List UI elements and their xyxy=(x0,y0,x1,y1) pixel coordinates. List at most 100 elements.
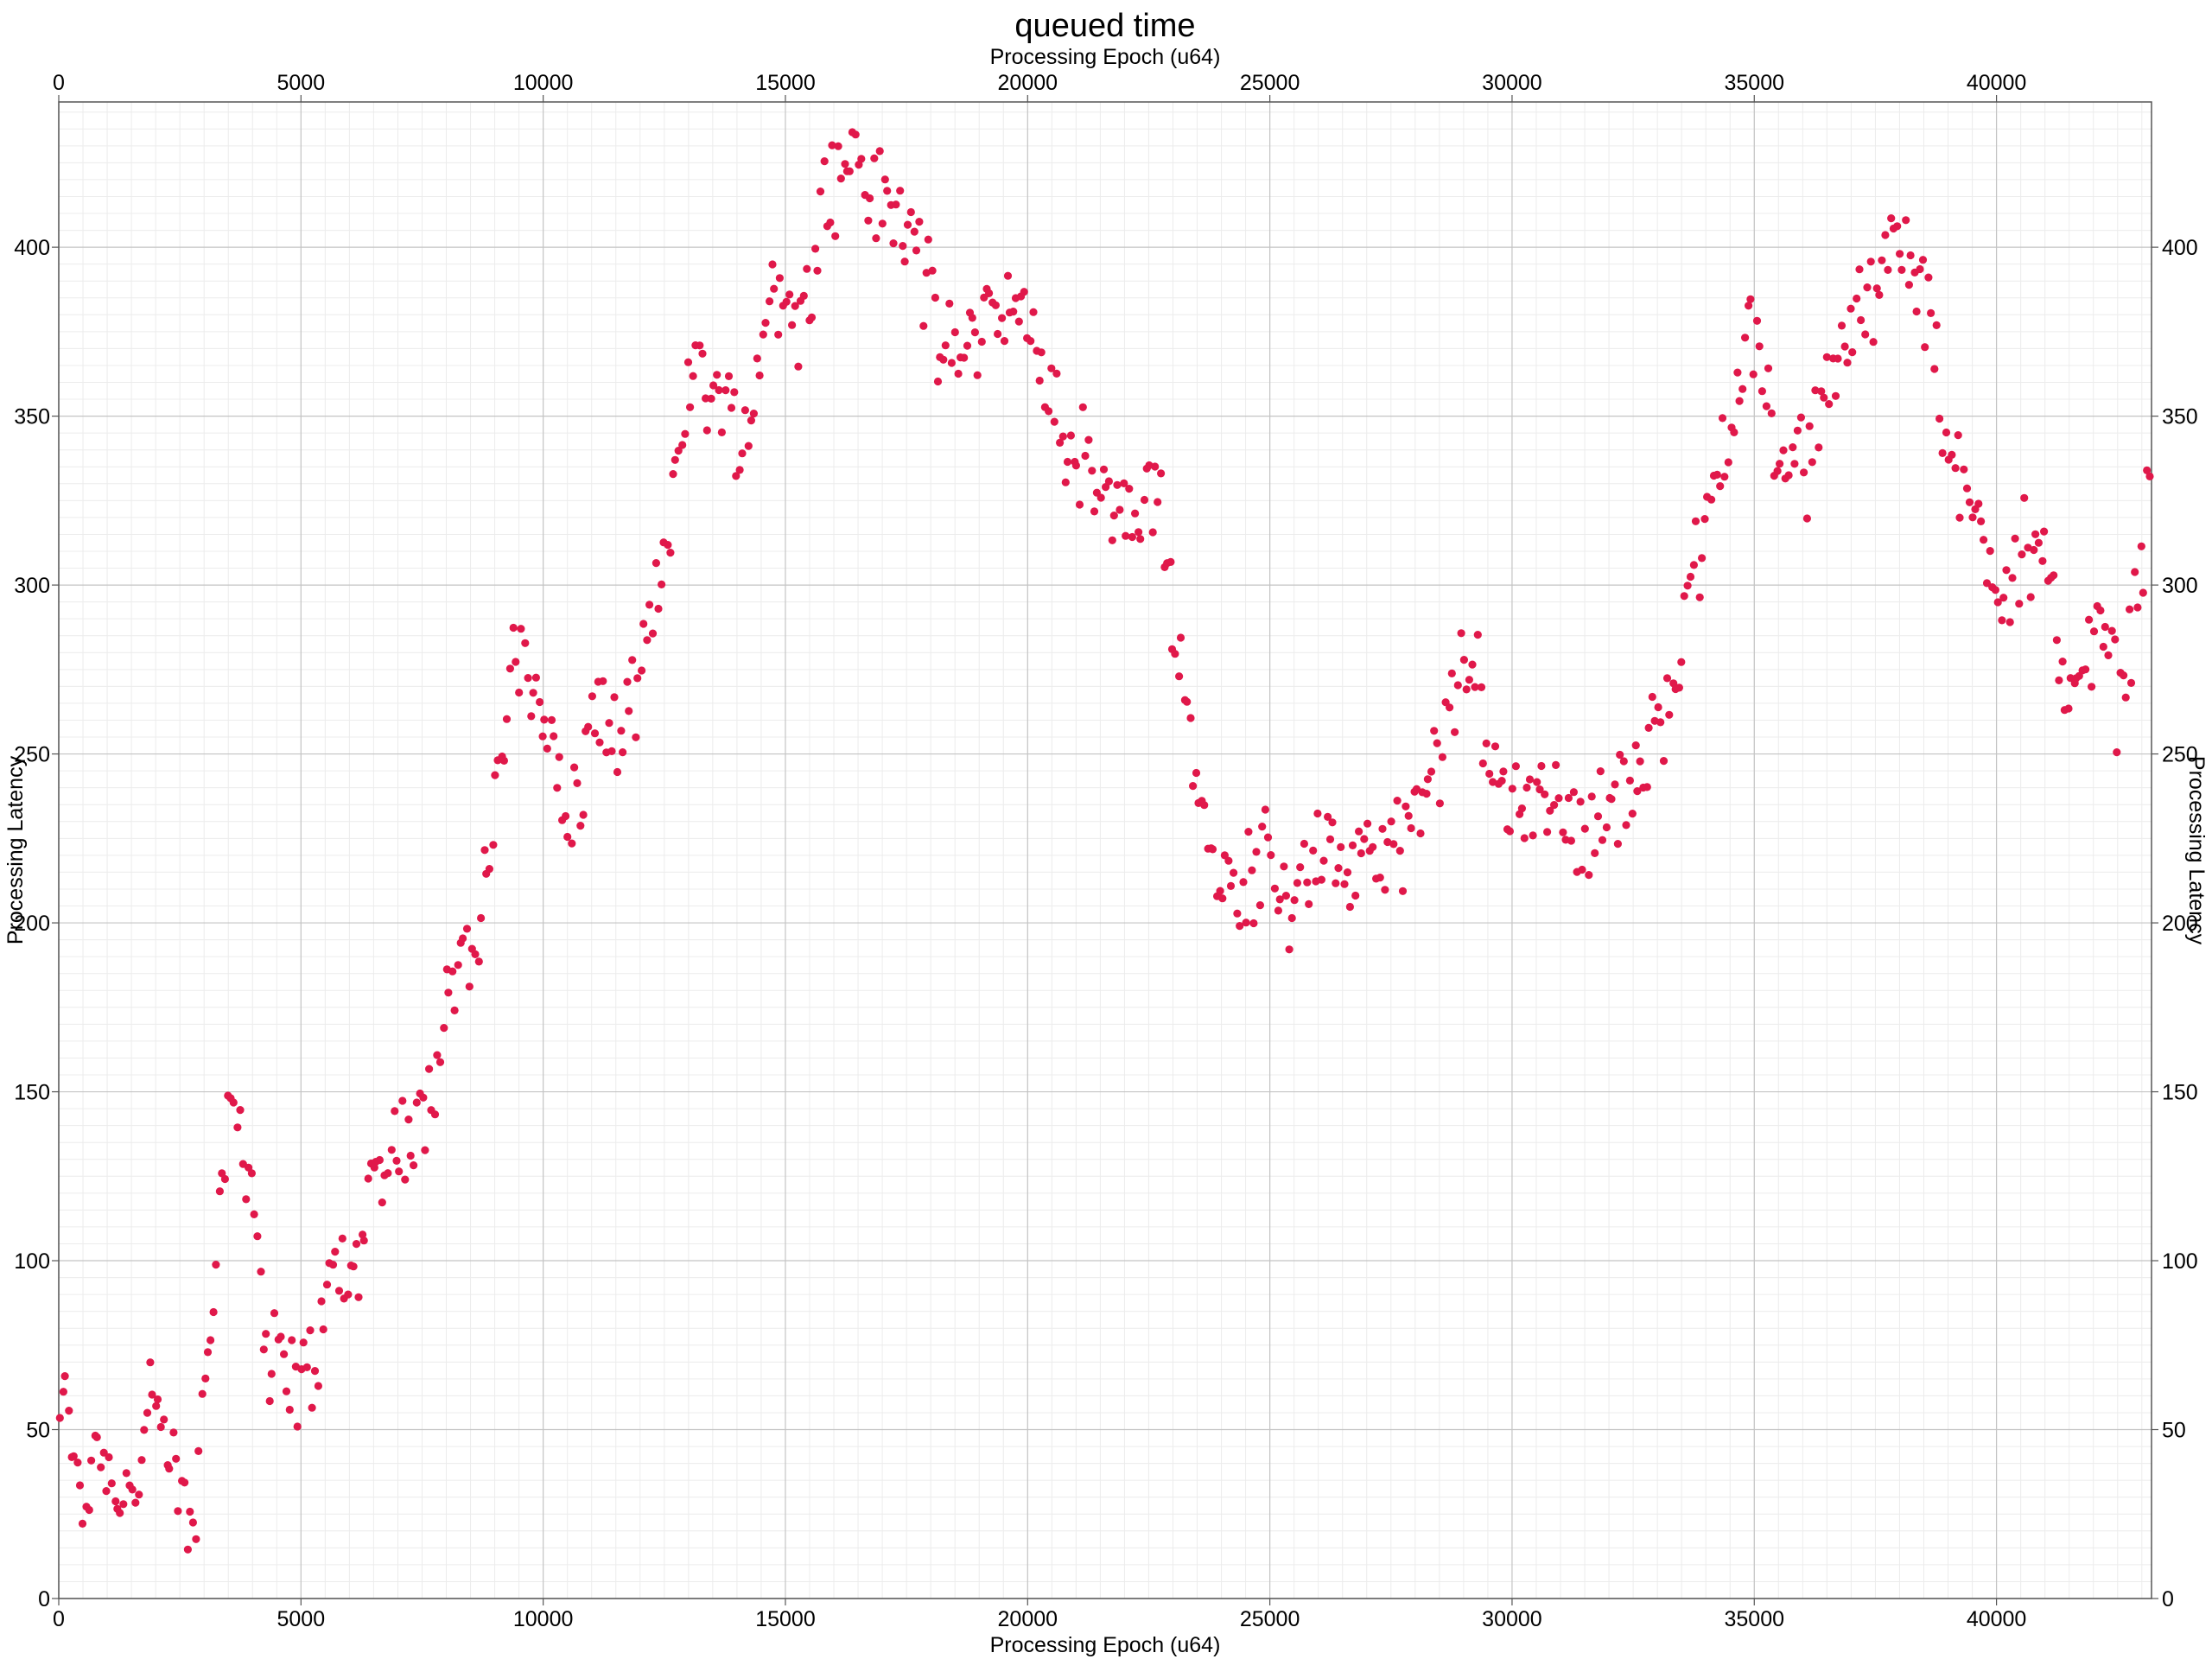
data-point xyxy=(1104,477,1113,486)
data-point xyxy=(1746,295,1755,303)
data-point xyxy=(1543,828,1552,836)
data-point xyxy=(267,1370,276,1378)
data-point xyxy=(55,1414,64,1422)
data-point xyxy=(233,1123,242,1132)
data-point xyxy=(1887,214,1896,223)
data-point xyxy=(1716,482,1725,491)
data-point xyxy=(338,1234,346,1243)
data-point xyxy=(977,337,986,346)
data-point xyxy=(2005,618,2014,626)
data-point xyxy=(435,1058,445,1066)
minor-grid xyxy=(58,102,2152,1599)
data-point xyxy=(595,738,604,747)
data-point xyxy=(1762,402,1770,410)
data-point xyxy=(866,194,874,203)
data-point xyxy=(317,1297,326,1306)
data-point xyxy=(1611,780,1619,789)
data-point xyxy=(1208,845,1217,854)
data-point xyxy=(1224,856,1233,865)
data-point xyxy=(512,658,520,666)
data-point xyxy=(331,1248,340,1256)
data-point xyxy=(1843,359,1852,367)
data-point xyxy=(1789,443,1797,452)
data-point xyxy=(1303,878,1312,887)
data-point xyxy=(1148,528,1157,537)
data-point xyxy=(702,426,711,435)
data-point xyxy=(282,1387,291,1395)
data-point xyxy=(803,264,811,273)
data-point xyxy=(1058,432,1067,441)
y-tick-label-left: 300 xyxy=(14,574,50,598)
data-point xyxy=(1290,896,1299,905)
data-point xyxy=(807,313,817,321)
data-point xyxy=(257,1268,265,1276)
data-point xyxy=(1896,250,1904,258)
data-point xyxy=(1478,759,1487,768)
data-point xyxy=(122,1469,130,1478)
data-point xyxy=(1281,892,1290,900)
data-point xyxy=(119,1500,128,1509)
data-point xyxy=(2121,693,2130,702)
data-point xyxy=(1567,836,1575,845)
data-point xyxy=(896,187,905,195)
data-point xyxy=(1328,818,1337,827)
data-point xyxy=(1853,294,1861,303)
data-point xyxy=(1287,913,1296,923)
data-point xyxy=(1665,710,1674,719)
data-point xyxy=(1793,426,1802,435)
data-point xyxy=(102,1487,111,1496)
data-point xyxy=(515,688,524,697)
data-point xyxy=(875,147,884,156)
data-point xyxy=(1980,536,1988,544)
data-point xyxy=(1369,842,1377,851)
data-point xyxy=(1236,922,1244,931)
data-point xyxy=(1154,498,1162,506)
data-point xyxy=(2020,493,2029,502)
x-tick-label-bottom: 5000 xyxy=(277,1607,326,1631)
data-point xyxy=(1691,517,1700,525)
data-point xyxy=(1790,460,1799,468)
data-point xyxy=(941,341,950,350)
data-point xyxy=(1840,342,1849,351)
data-point xyxy=(1433,739,1441,747)
y-tick-label-left: 50 xyxy=(26,1419,50,1443)
data-point xyxy=(1485,769,1494,779)
data-point xyxy=(912,246,921,255)
data-point xyxy=(985,289,994,297)
data-point xyxy=(1151,462,1160,471)
data-point xyxy=(1686,572,1695,582)
data-point xyxy=(617,727,626,735)
data-point xyxy=(165,1465,174,1473)
data-point xyxy=(1056,438,1065,447)
data-point xyxy=(1837,321,1847,330)
data-point xyxy=(375,1155,384,1165)
data-point xyxy=(69,1452,78,1460)
data-point xyxy=(619,748,627,757)
data-point xyxy=(1968,513,1977,522)
data-point xyxy=(1749,370,1758,378)
data-point xyxy=(1037,348,1046,357)
data-point xyxy=(939,355,948,364)
data-point xyxy=(1275,895,1284,904)
data-point xyxy=(654,604,663,613)
data-point xyxy=(314,1382,322,1390)
data-point xyxy=(1960,465,1968,474)
data-point xyxy=(1656,718,1665,727)
data-point xyxy=(1317,875,1325,884)
data-point xyxy=(766,297,774,306)
data-point xyxy=(1125,485,1134,493)
data-point xyxy=(1628,810,1637,818)
data-point xyxy=(404,1116,413,1124)
data-point xyxy=(1099,465,1109,474)
data-point xyxy=(1644,723,1653,733)
data-point xyxy=(1090,507,1099,516)
tick-labels: 0050005000100001000015000150002000020000… xyxy=(14,71,2197,1631)
data-point xyxy=(1955,513,1964,522)
data-point xyxy=(462,925,472,933)
x-tick-label-bottom: 35000 xyxy=(1725,1607,1785,1631)
data-point xyxy=(1724,458,1732,467)
data-point xyxy=(1733,368,1742,377)
data-point xyxy=(1564,793,1573,803)
data-point xyxy=(1741,334,1750,342)
data-point xyxy=(384,1169,392,1178)
